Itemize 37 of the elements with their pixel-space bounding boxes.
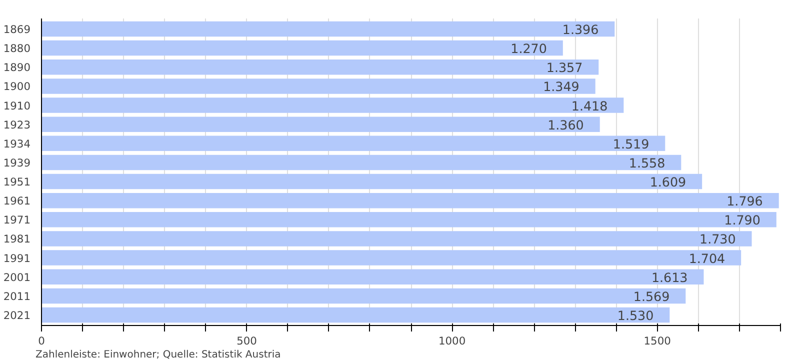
y-tick-label: 1869 (3, 22, 31, 36)
data-label: 1.357 (546, 60, 583, 76)
data-label: 1.519 (612, 136, 650, 152)
data-label: 1.790 (724, 212, 760, 228)
data-label: 1.360 (548, 117, 584, 132)
y-tick-label: 2001 (3, 270, 31, 284)
x-tick-label: 1000 (438, 334, 466, 348)
data-label: 1.530 (617, 308, 654, 324)
y-tick-label: 1939 (3, 156, 31, 170)
y-tick-label: 1900 (3, 80, 31, 94)
data-label: 1.349 (543, 79, 580, 94)
data-label: 1.396 (562, 22, 599, 37)
y-tick-label: 2011 (3, 290, 31, 303)
y-tick-label: 1923 (3, 118, 31, 132)
data-label: 1.609 (650, 174, 686, 190)
y-tick-label: 1934 (3, 137, 31, 150)
data-label: 1.569 (633, 288, 670, 304)
data-label: 1.558 (628, 155, 666, 170)
y-tick-label: 2021 (3, 309, 31, 322)
data-label: 1.418 (571, 98, 608, 114)
data-label: 1.704 (688, 250, 726, 266)
y-tick-label: 1951 (3, 176, 31, 189)
x-tick-label: 0 (38, 334, 46, 348)
y-tick-label: 1981 (3, 232, 31, 246)
y-tick-label: 1880 (3, 42, 31, 56)
data-label: 1.613 (651, 270, 688, 285)
data-label: 1.270 (510, 41, 547, 56)
y-tick-label: 1971 (3, 214, 31, 227)
text: Zahlenleiste: Einwohner; Quelle: Statistik Austria (36, 350, 281, 360)
y-tick-label: 1910 (3, 99, 31, 112)
x-tick-label: 500 (236, 334, 258, 348)
data-label: 1.796 (726, 194, 763, 209)
y-tick-label: 1961 (3, 194, 31, 208)
x-tick-label: 1500 (644, 334, 672, 348)
y-tick-label: 1991 (3, 252, 31, 265)
y-tick-label: 1890 (3, 61, 31, 74)
data-label: 1.730 (700, 232, 736, 247)
